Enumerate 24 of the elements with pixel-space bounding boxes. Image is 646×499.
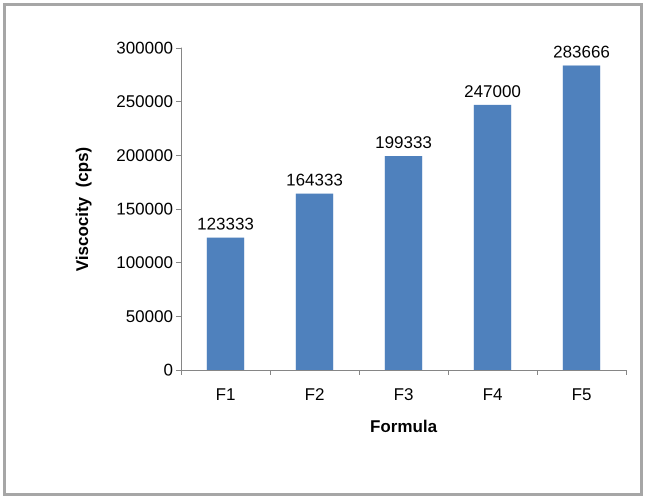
data-label: 123333	[197, 214, 254, 234]
data-label: 283666	[553, 42, 610, 62]
y-tick-label: 300000	[116, 38, 173, 58]
data-label: 164333	[286, 170, 343, 190]
data-label: 199333	[375, 133, 432, 152]
y-tick-label: 200000	[116, 146, 173, 165]
x-tick-label: F1	[216, 385, 236, 404]
x-tick-label: F4	[482, 385, 502, 404]
x-tick-label: F2	[304, 385, 324, 404]
y-tick-label: 100000	[116, 253, 173, 272]
y-tick-label: 250000	[116, 92, 173, 112]
y-tick-label: 0	[164, 360, 173, 380]
x-tick-label: F3	[394, 385, 414, 404]
y-tick-label: 150000	[116, 200, 173, 218]
bar	[562, 66, 600, 370]
bar	[296, 194, 334, 370]
y-axis-title: Viscocity (cps)	[73, 146, 92, 272]
data-label: 247000	[464, 82, 521, 101]
x-tick-label: F5	[572, 385, 592, 404]
x-axis-title: Formula	[370, 417, 438, 436]
bar	[206, 238, 244, 370]
y-tick-label: 50000	[126, 306, 173, 326]
bar	[474, 104, 512, 370]
bar	[384, 156, 422, 370]
